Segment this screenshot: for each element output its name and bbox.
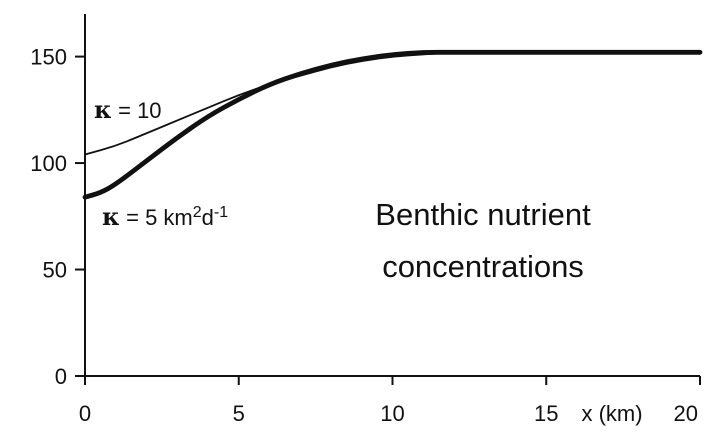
- curve-label-value: = 5: [120, 205, 163, 230]
- curve-label-unit-exponent: 2: [193, 204, 202, 221]
- curve-label-value: = 10: [112, 98, 162, 123]
- series-line-kappa-5: [82, 49, 703, 200]
- plot-area: 0 50 100 150 0 5 10 15 20: [30, 14, 703, 426]
- x-axis-label: x (km): [581, 401, 642, 426]
- series-lines: [82, 49, 703, 200]
- chart-annotation-line-2: concentrations: [382, 249, 584, 284]
- y-tick-label-0: 0: [55, 364, 67, 389]
- kappa-symbol: κ: [102, 202, 120, 231]
- curve-label-unit-d-exponent: -1: [214, 204, 228, 221]
- x-tick-label-10: 10: [380, 401, 404, 426]
- chart-annotation-line-1: Benthic nutrient: [375, 197, 591, 232]
- x-tick-label-20: 20: [674, 401, 698, 426]
- curve-label-kappa-5: κ = 5 km2d-1: [102, 202, 228, 231]
- x-tick-label-5: 5: [233, 401, 245, 426]
- y-ticks: 0 50 100 150: [30, 45, 85, 389]
- curve-label-kappa-10: κ = 10: [94, 95, 162, 124]
- curve-label-unit-d: d: [202, 205, 214, 230]
- y-tick-label-50: 50: [43, 258, 67, 283]
- kappa-symbol: κ: [94, 95, 112, 124]
- x-tick-label-0: 0: [79, 401, 91, 426]
- x-tick-label-15: 15: [534, 401, 558, 426]
- y-tick-label-100: 100: [30, 151, 67, 176]
- x-ticks: 0 5 10 15 20: [79, 376, 701, 426]
- y-tick-label-150: 150: [30, 45, 67, 70]
- curve-label-unit-km: km: [163, 205, 192, 230]
